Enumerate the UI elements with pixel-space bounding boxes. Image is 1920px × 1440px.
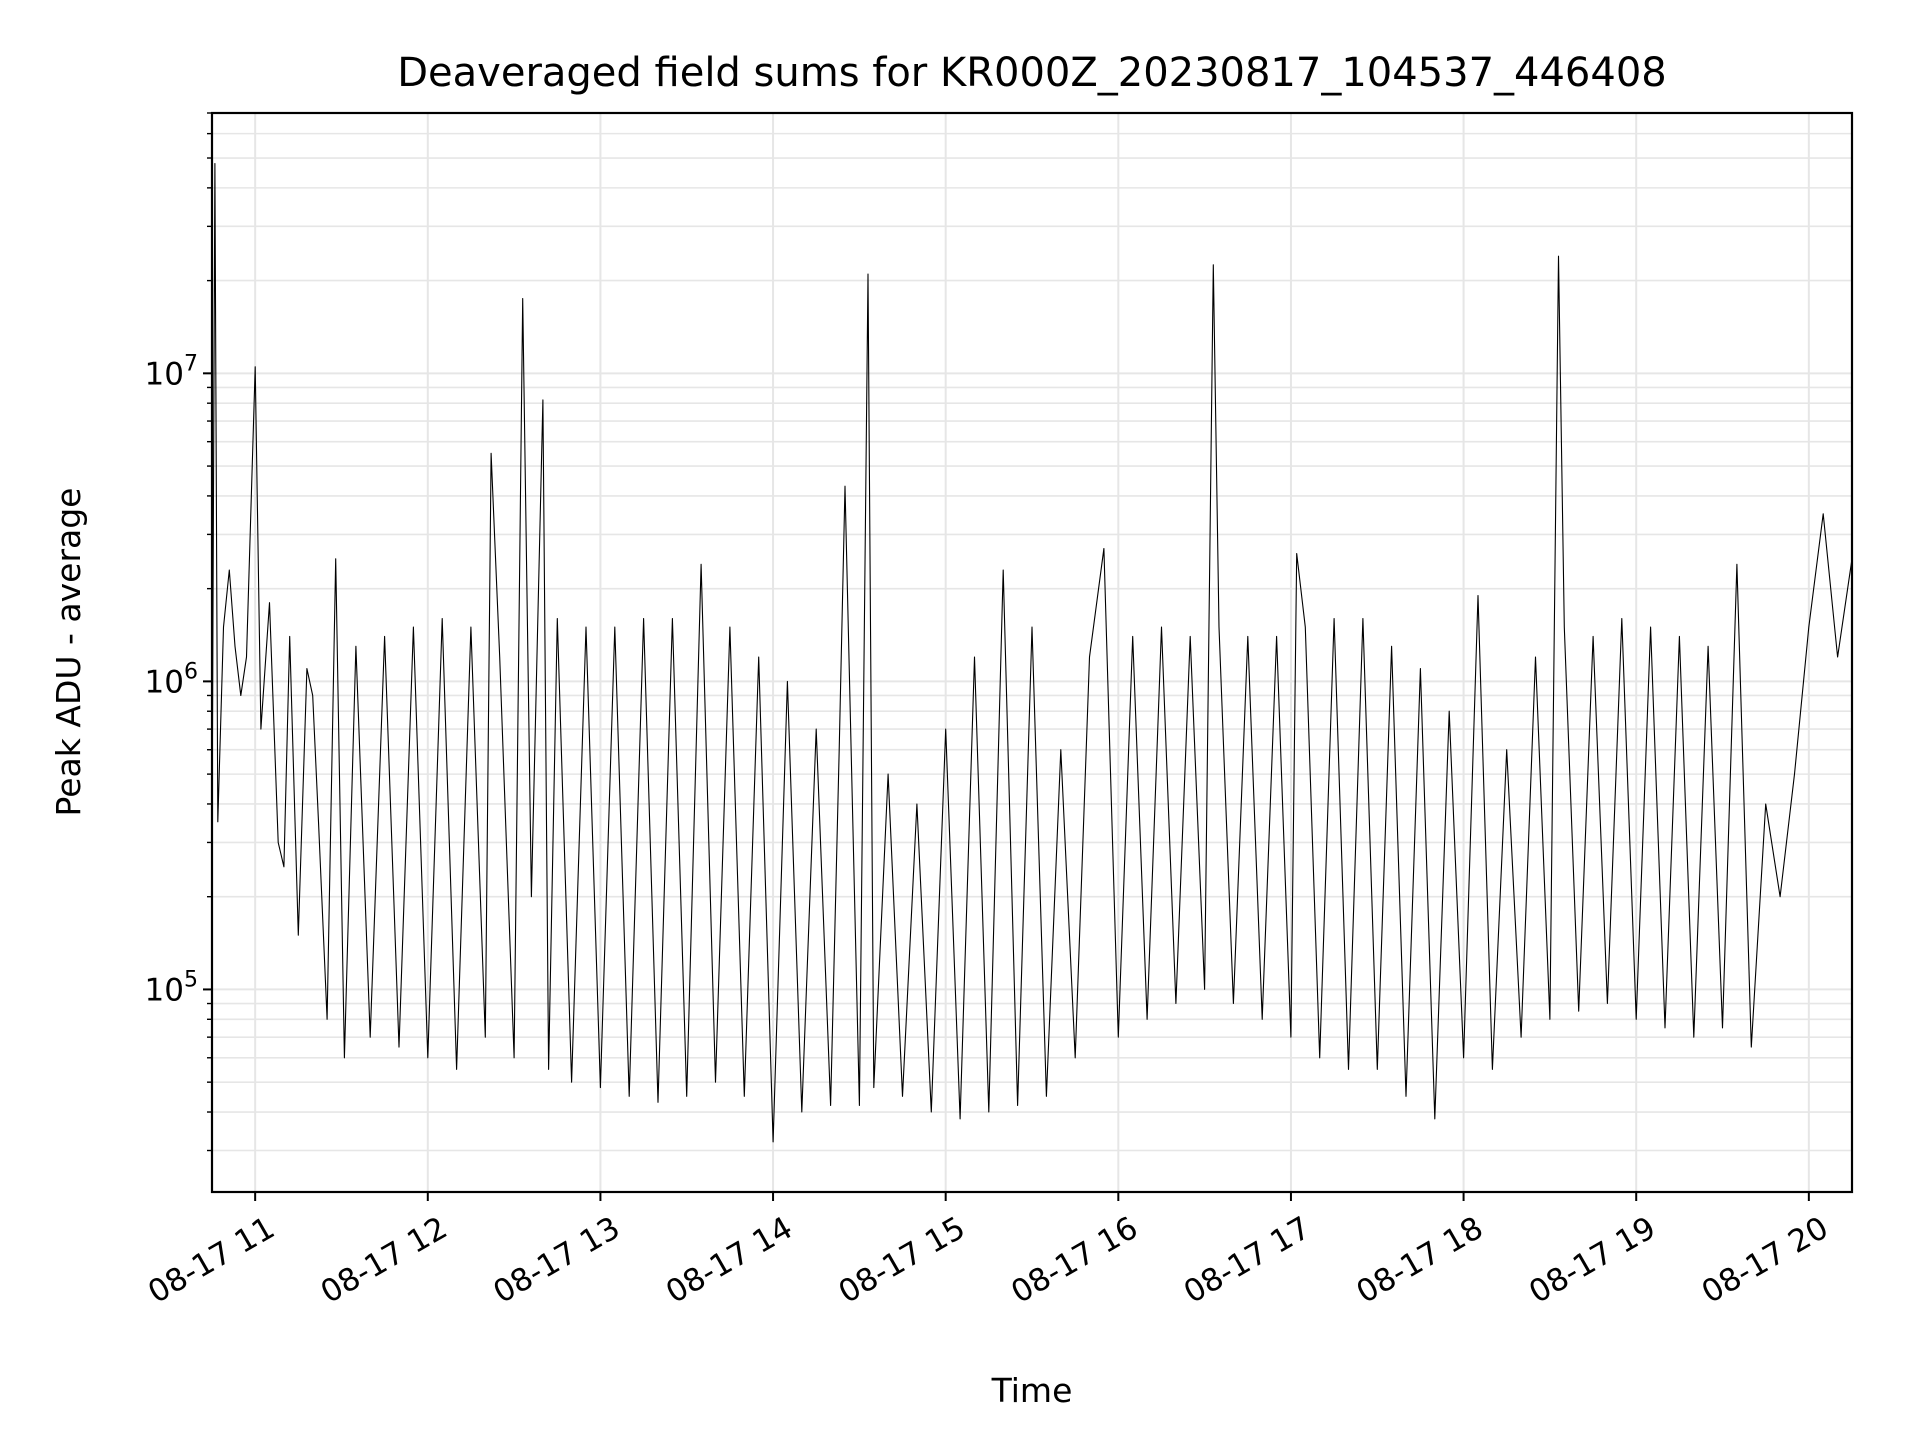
minor-gridlines (212, 112, 1852, 1152)
y-axis-label: Peak ADU - average (49, 488, 88, 817)
y-axis-ticks: 105 106 107 (145, 112, 212, 1152)
y-tick-label: 106 (145, 659, 198, 700)
x-axis-label: Time (991, 1371, 1073, 1410)
chart-title: Deaveraged field sums for KR000Z_2023081… (397, 50, 1666, 96)
plot-frame (210, 111, 1854, 1194)
y-tick-label: 105 (145, 967, 198, 1008)
y-tick-label: 107 (145, 351, 198, 392)
series-line (212, 162, 1852, 1143)
